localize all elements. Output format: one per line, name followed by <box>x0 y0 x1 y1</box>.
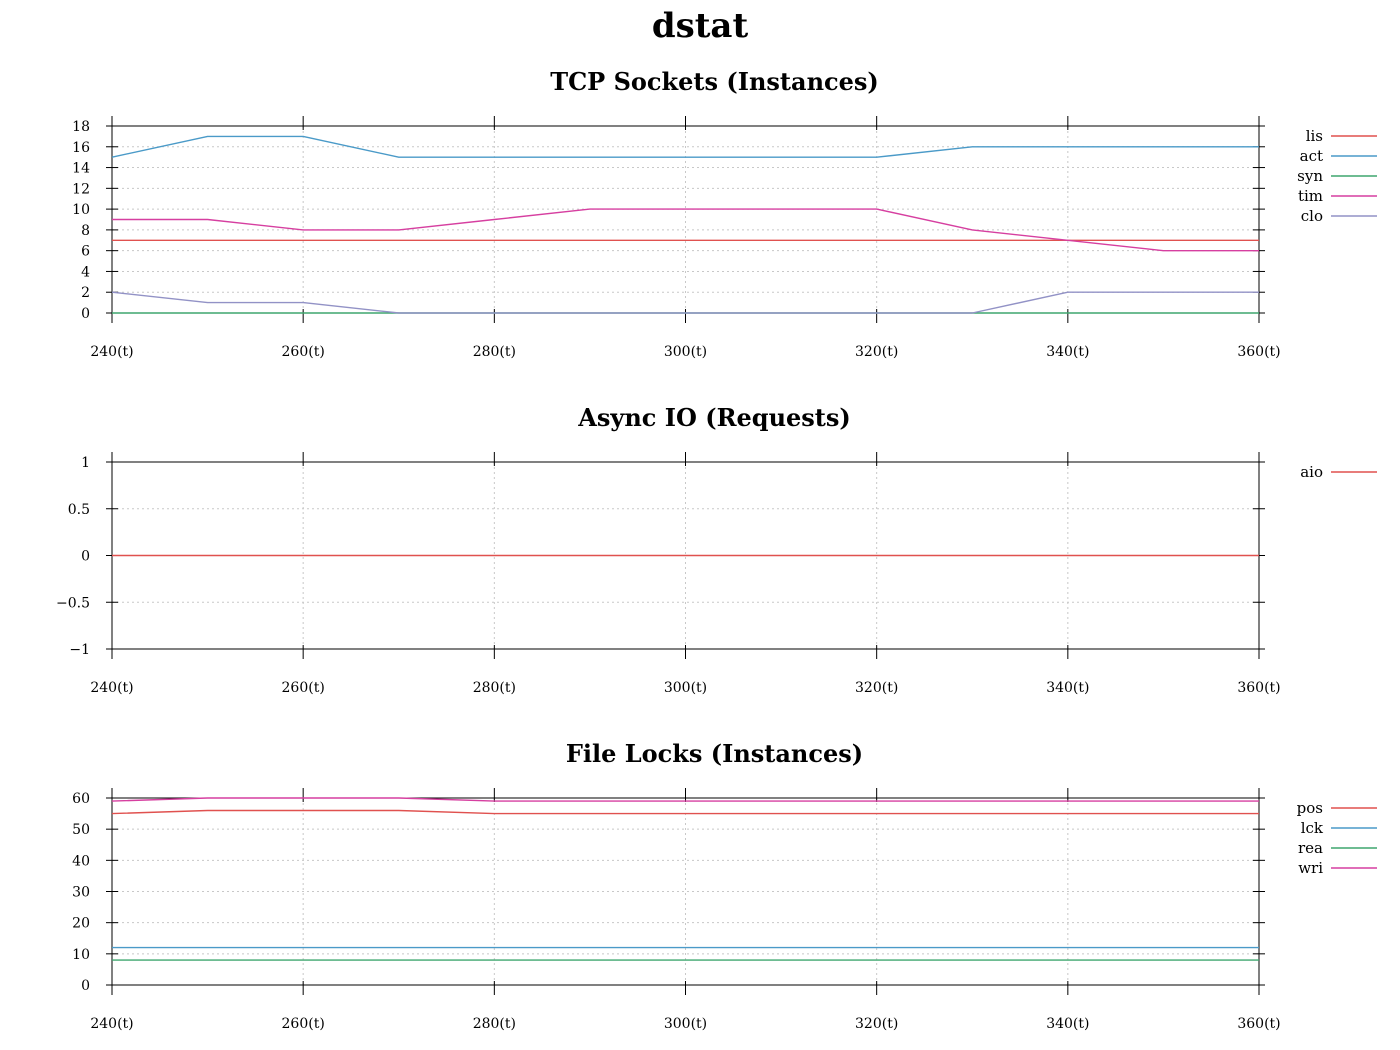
x-tick-label: 240(t) <box>90 344 133 360</box>
chart-2: Async IO (Requests) 240(t) 260(t) 280(t) 300… <box>56 403 1377 696</box>
legend-label-lck: lck <box>1301 819 1324 837</box>
x-tick-label: 320(t) <box>855 1016 898 1032</box>
chart-title: TCP Sockets (Instances) <box>550 67 879 96</box>
series-line-pos <box>111 809 1259 815</box>
y-tick-label: 0.5 <box>68 502 90 518</box>
x-tick-label: 320(t) <box>855 680 898 696</box>
legend-label-rea: rea <box>1298 839 1323 857</box>
x-tick-label: 300(t) <box>664 680 707 696</box>
legend-label-tim: tim <box>1298 187 1323 205</box>
legend-label-lis: lis <box>1306 127 1323 145</box>
y-tick-label: 30 <box>72 885 90 901</box>
y-tick-label: 12 <box>72 181 90 197</box>
x-tick-label: 340(t) <box>1046 344 1089 360</box>
y-tick-label: 0 <box>81 549 90 565</box>
x-tick-label: 320(t) <box>855 344 898 360</box>
y-tick-label: 4 <box>81 264 90 280</box>
legend-label-pos: pos <box>1297 799 1323 817</box>
y-tick-label: 14 <box>72 161 90 177</box>
series-line-tim <box>112 208 1259 252</box>
x-tick-label: 240(t) <box>90 680 133 696</box>
x-tick-label: 280(t) <box>473 1016 516 1032</box>
chart-3: File Locks (Instances) 240(t) 260(t) 280(t)… <box>72 739 1377 1032</box>
series-line-act <box>111 135 1259 158</box>
y-tick-label: −1 <box>69 642 90 658</box>
y-tick-label: 50 <box>72 822 90 838</box>
legend-label-clo: clo <box>1301 207 1323 225</box>
y-tick-label: 40 <box>72 853 90 869</box>
x-tick-label: 360(t) <box>1237 344 1280 360</box>
y-tick-label: 6 <box>81 244 90 260</box>
series-line-wri <box>111 797 1259 802</box>
series-line-clo <box>111 291 1259 314</box>
y-tick-label: 0 <box>81 978 90 994</box>
y-tick-label: 10 <box>72 947 90 963</box>
y-tick-label: 10 <box>72 202 90 218</box>
chart-1: TCP Sockets (Instances) 240(t) 260(t) 280(t… <box>72 67 1377 360</box>
x-tick-label: 360(t) <box>1237 1016 1280 1032</box>
y-tick-label: 60 <box>72 791 90 807</box>
legend-label-act: act <box>1300 147 1323 165</box>
x-tick-label: 260(t) <box>282 344 325 360</box>
legend-label-wri: wri <box>1298 859 1323 877</box>
y-tick-label: 18 <box>72 119 90 135</box>
x-tick-label: 360(t) <box>1237 680 1280 696</box>
y-tick-label: 20 <box>72 916 90 932</box>
x-tick-label: 300(t) <box>664 1016 707 1032</box>
x-tick-label: 280(t) <box>473 344 516 360</box>
chart-title: File Locks (Instances) <box>566 739 863 768</box>
x-tick-label: 260(t) <box>282 680 325 696</box>
y-tick-label: 1 <box>81 455 90 471</box>
x-tick-label: 260(t) <box>282 1016 325 1032</box>
y-tick-label: 16 <box>72 140 90 156</box>
x-tick-label: 240(t) <box>90 1016 133 1032</box>
y-tick-label: −0.5 <box>56 595 90 611</box>
x-tick-label: 300(t) <box>664 344 707 360</box>
y-tick-label: 2 <box>81 285 90 301</box>
x-tick-label: 340(t) <box>1046 1016 1089 1032</box>
y-tick-label: 8 <box>81 223 90 239</box>
legend-label-aio: aio <box>1300 463 1323 481</box>
x-tick-label: 340(t) <box>1046 680 1089 696</box>
chart-title: Async IO (Requests) <box>577 403 851 432</box>
legend-label-syn: syn <box>1297 167 1323 185</box>
x-tick-label: 280(t) <box>473 680 516 696</box>
y-tick-label: 0 <box>81 306 90 322</box>
page-title: dstat <box>651 6 749 46</box>
